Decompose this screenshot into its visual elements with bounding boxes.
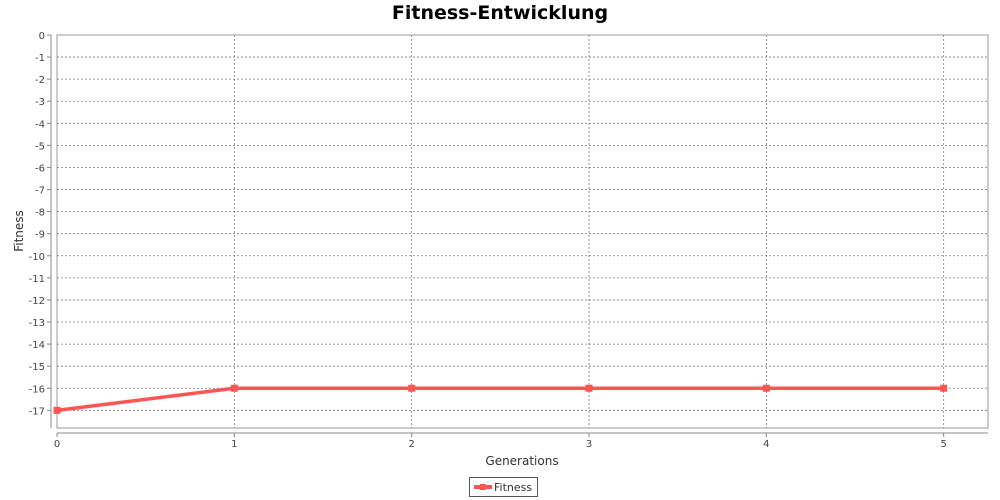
y-tick-label: -17: [29, 406, 45, 417]
y-tick-label: -3: [35, 97, 45, 108]
x-tick-label: 0: [54, 439, 60, 450]
data-point: [408, 384, 416, 392]
data-point: [940, 384, 948, 392]
y-tick-label: -14: [29, 340, 45, 351]
chart-title: Fitness-Entwicklung: [391, 2, 609, 24]
y-tick-label: -8: [35, 208, 45, 219]
y-tick-label: -11: [29, 274, 45, 285]
y-tick-label: -2: [35, 75, 45, 86]
y-tick-label: -4: [35, 119, 45, 130]
x-tick-label: 2: [408, 439, 414, 450]
data-point: [230, 384, 238, 392]
data-point: [53, 406, 61, 414]
data-point: [585, 384, 593, 392]
data-point: [762, 384, 770, 392]
series-line-0: [56, 386, 944, 413]
y-tick-label: -1: [35, 53, 45, 64]
y-tick-label: -16: [29, 384, 45, 395]
y-tick-label: -6: [35, 163, 45, 174]
y-axis-label: Fitness: [12, 210, 26, 252]
y-tick-label: -7: [35, 186, 45, 197]
x-tick-label: 3: [586, 439, 592, 450]
y-ticks: 0 -1 -2 -3 -4 -5 -6 -7 -8 -9 -10 -11 -12 -13 -14 -15 -16…: [29, 31, 51, 417]
x-tick-label: 4: [763, 439, 769, 450]
x-tick-label: 5: [940, 439, 946, 450]
y-tick-label: -5: [35, 141, 45, 152]
y-tick-label: -13: [29, 318, 45, 329]
y-tick-label: -9: [35, 230, 45, 241]
x-tick-label: 1: [231, 439, 237, 450]
y-tick-label: -15: [29, 362, 45, 373]
x-ticks: 0 1 2 3 4 5: [54, 433, 947, 450]
series: [53, 384, 948, 414]
legend-swatch: [474, 482, 492, 492]
plot-border: [56, 34, 989, 429]
y-tick-label: -12: [29, 296, 45, 307]
y-tick-label: -10: [29, 252, 45, 263]
legend: Fitness: [469, 477, 539, 497]
y-tick-label: 0: [39, 31, 45, 42]
legend-marker: [480, 484, 486, 490]
x-axis-label: Generations: [485, 454, 558, 468]
legend-label: Fitness: [494, 480, 533, 494]
plot-area: [57, 35, 988, 428]
